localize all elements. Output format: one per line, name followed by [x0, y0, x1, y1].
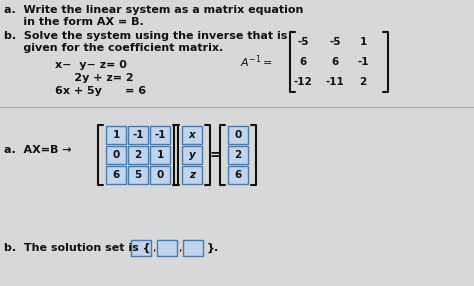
FancyBboxPatch shape — [157, 240, 177, 256]
Text: 2: 2 — [359, 77, 366, 87]
Text: -1: -1 — [357, 57, 369, 67]
FancyBboxPatch shape — [183, 240, 203, 256]
Text: -1: -1 — [154, 130, 166, 140]
Text: -5: -5 — [329, 37, 341, 47]
Text: b.  Solve the system using the inverse that is: b. Solve the system using the inverse th… — [4, 31, 287, 41]
Text: z: z — [189, 170, 195, 180]
Text: -11: -11 — [326, 77, 345, 87]
FancyBboxPatch shape — [128, 166, 148, 184]
Text: 2: 2 — [134, 150, 142, 160]
Text: -5: -5 — [297, 37, 309, 47]
FancyBboxPatch shape — [228, 146, 248, 164]
Text: 2y + z= 2: 2y + z= 2 — [55, 73, 134, 83]
Text: 0: 0 — [112, 150, 119, 160]
Text: given for the coefficient matrix.: given for the coefficient matrix. — [4, 43, 223, 53]
FancyBboxPatch shape — [150, 166, 170, 184]
Text: }.: }. — [207, 243, 219, 253]
FancyBboxPatch shape — [131, 240, 151, 256]
Text: in the form AX = B.: in the form AX = B. — [4, 17, 144, 27]
Text: ,: , — [152, 243, 155, 253]
FancyBboxPatch shape — [182, 166, 202, 184]
Text: x: x — [189, 130, 195, 140]
Text: 6: 6 — [331, 57, 338, 67]
FancyBboxPatch shape — [106, 166, 126, 184]
Text: b.  The solution set is {: b. The solution set is { — [4, 243, 151, 253]
FancyBboxPatch shape — [150, 146, 170, 164]
FancyBboxPatch shape — [106, 126, 126, 144]
Text: a.  Write the linear system as a matrix equation: a. Write the linear system as a matrix e… — [4, 5, 303, 15]
FancyBboxPatch shape — [150, 126, 170, 144]
Text: 5: 5 — [134, 170, 142, 180]
Text: 1: 1 — [112, 130, 119, 140]
FancyBboxPatch shape — [228, 166, 248, 184]
Text: =: = — [209, 148, 221, 162]
Text: -12: -12 — [293, 77, 312, 87]
Text: 6: 6 — [112, 170, 119, 180]
Text: $A^{-1}=$: $A^{-1}=$ — [240, 54, 273, 70]
FancyBboxPatch shape — [128, 146, 148, 164]
Text: x−  y− z= 0: x− y− z= 0 — [55, 60, 127, 70]
Text: 6x + 5y      = 6: 6x + 5y = 6 — [55, 86, 146, 96]
Text: ,: , — [178, 243, 182, 253]
Text: 0: 0 — [156, 170, 164, 180]
Text: 6: 6 — [300, 57, 307, 67]
FancyBboxPatch shape — [182, 146, 202, 164]
Text: y: y — [189, 150, 195, 160]
Text: 0: 0 — [234, 130, 242, 140]
FancyBboxPatch shape — [128, 126, 148, 144]
FancyBboxPatch shape — [106, 146, 126, 164]
Text: 1: 1 — [156, 150, 164, 160]
FancyBboxPatch shape — [182, 126, 202, 144]
Text: 2: 2 — [234, 150, 242, 160]
FancyBboxPatch shape — [228, 126, 248, 144]
Text: 6: 6 — [234, 170, 242, 180]
Text: -1: -1 — [132, 130, 144, 140]
Text: a.  AX=B →: a. AX=B → — [4, 145, 72, 155]
Text: 1: 1 — [359, 37, 366, 47]
